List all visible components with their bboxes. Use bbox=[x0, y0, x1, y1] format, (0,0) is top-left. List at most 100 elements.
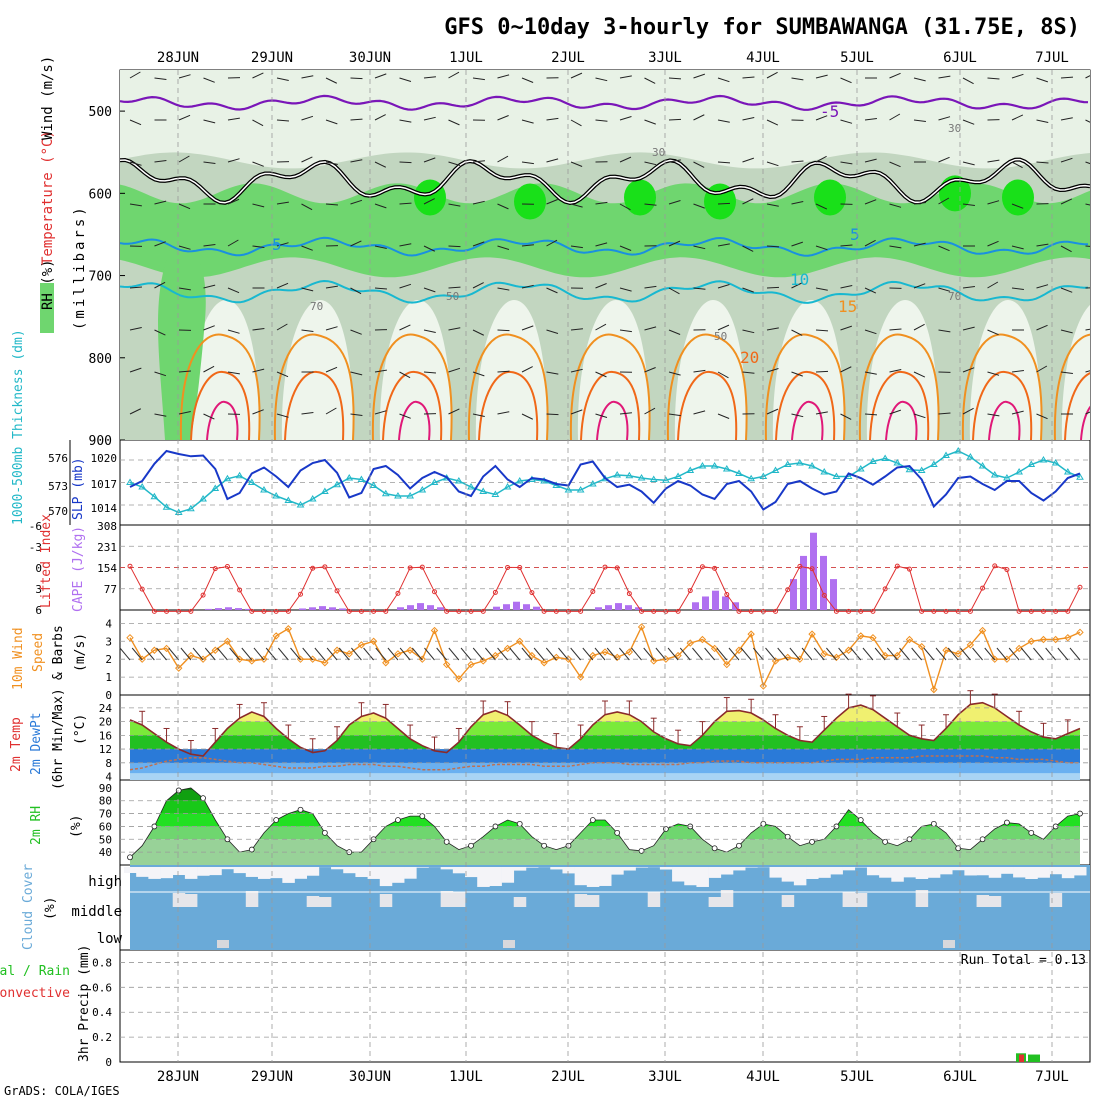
wind-barb-10m bbox=[143, 647, 155, 661]
wind-barb bbox=[619, 203, 631, 211]
precip-bar bbox=[1028, 1054, 1040, 1062]
wind-barb-10m bbox=[1033, 647, 1044, 661]
wind-barb bbox=[570, 245, 583, 249]
cape-bar bbox=[820, 555, 827, 610]
wind-barb bbox=[178, 245, 191, 250]
wind-barb-10m bbox=[618, 647, 630, 661]
wind-barb-10m bbox=[1069, 647, 1081, 661]
wind-barb bbox=[448, 367, 461, 373]
wind-barb bbox=[889, 245, 902, 249]
wind-barb bbox=[791, 371, 803, 377]
li-point bbox=[298, 591, 304, 597]
thickness-point bbox=[320, 487, 329, 494]
wind-barb-10m bbox=[850, 647, 862, 661]
wind-barb bbox=[203, 119, 216, 124]
slp-ytick: 1020 bbox=[91, 452, 118, 465]
wind-axis-labels: 10m Wind Speed & Barbs (m/s) bbox=[11, 625, 88, 690]
wind-barb bbox=[962, 161, 975, 166]
wind-barb bbox=[962, 326, 975, 331]
wind-barb bbox=[472, 371, 485, 377]
rh-ytick: 80 bbox=[99, 795, 112, 808]
cloud-mid-clear bbox=[318, 897, 332, 907]
cloud-high-clear bbox=[684, 867, 697, 886]
cloud-high-clear bbox=[477, 867, 490, 887]
rh-70-region bbox=[120, 183, 1090, 278]
li-point bbox=[687, 588, 693, 594]
wind-barb-10m bbox=[838, 647, 849, 661]
wind-barb bbox=[252, 245, 265, 248]
isotherm-20-loop-6 bbox=[775, 370, 836, 440]
cape-bar bbox=[635, 607, 642, 610]
cloud-high-clear bbox=[343, 867, 356, 874]
wind-barb bbox=[619, 156, 632, 163]
thickness-point bbox=[138, 483, 147, 490]
li-point bbox=[821, 592, 827, 598]
wind-barb-10m bbox=[168, 647, 180, 661]
contour-label: 20 bbox=[740, 348, 759, 367]
wind-barb bbox=[252, 161, 264, 167]
wind-barb bbox=[693, 410, 706, 415]
precip-ytick: 0 bbox=[105, 1056, 112, 1069]
contour-label: 50 bbox=[446, 290, 459, 303]
thickness-point bbox=[308, 495, 317, 502]
wind-barb bbox=[301, 156, 313, 163]
rh-point bbox=[127, 854, 133, 861]
rh-legend-swatch bbox=[40, 283, 54, 333]
wind-point bbox=[650, 657, 658, 665]
thickness-point bbox=[467, 483, 475, 490]
date-label-bottom: 28JUN bbox=[157, 1069, 199, 1085]
wind-barb bbox=[399, 161, 412, 164]
wind-barb bbox=[766, 161, 779, 167]
wind-barb bbox=[154, 329, 166, 336]
cloud-high-clear bbox=[257, 867, 271, 879]
wind-barb bbox=[619, 245, 632, 251]
precip-ytick: 0.6 bbox=[92, 981, 112, 994]
wind-barb bbox=[717, 161, 731, 164]
cloud-high-clear bbox=[452, 867, 466, 874]
wind-barb bbox=[203, 244, 216, 247]
wind-barb bbox=[374, 161, 387, 168]
wind-barb bbox=[717, 243, 730, 247]
contour-label: 15 bbox=[838, 297, 857, 316]
cloud-high-clear bbox=[513, 867, 527, 871]
wind-barb bbox=[203, 365, 215, 373]
li-point bbox=[237, 587, 243, 593]
cloud-high-clear bbox=[501, 867, 515, 883]
wind-barb bbox=[864, 118, 877, 121]
cloud-mid-clear bbox=[720, 890, 734, 907]
wind-barb-10m bbox=[351, 647, 362, 661]
cloud-high-clear bbox=[282, 867, 295, 883]
wind-barb-10m bbox=[497, 647, 508, 661]
cape-bar bbox=[339, 608, 346, 610]
cloud-high-clear bbox=[1000, 867, 1014, 874]
wind-barb bbox=[276, 119, 289, 122]
isotherm-20-loop-4 bbox=[580, 370, 641, 440]
thickness-point bbox=[479, 487, 488, 494]
wind-barb-10m bbox=[801, 647, 813, 661]
cape-bar bbox=[692, 602, 699, 610]
thickness-point bbox=[808, 462, 816, 469]
wind-barb bbox=[693, 203, 705, 209]
wind-barb bbox=[154, 77, 167, 80]
wind-barb-10m bbox=[1057, 647, 1069, 661]
wind-barb bbox=[546, 371, 559, 375]
wind-barb-10m bbox=[874, 647, 886, 661]
rh-point bbox=[565, 842, 572, 849]
temp-ytick: 12 bbox=[99, 743, 112, 756]
date-label-bottom: 4JUL bbox=[746, 1069, 780, 1085]
wind-point bbox=[187, 651, 195, 660]
wind-barb bbox=[350, 287, 362, 295]
wind-barb bbox=[301, 75, 314, 79]
rh-ytick: 40 bbox=[99, 846, 112, 859]
isotherm-20-loop-0 bbox=[190, 370, 251, 440]
wind-barb bbox=[276, 413, 289, 418]
wind-barb bbox=[570, 203, 583, 208]
rh-point bbox=[784, 833, 791, 840]
wind-barb bbox=[644, 161, 657, 166]
wind-speed-line bbox=[129, 625, 1081, 693]
slp-ytick: 1017 bbox=[91, 478, 118, 491]
wind-barb bbox=[570, 409, 583, 415]
wind-barb bbox=[595, 242, 608, 247]
cape-bar bbox=[712, 590, 719, 610]
wind-point bbox=[1051, 635, 1060, 644]
